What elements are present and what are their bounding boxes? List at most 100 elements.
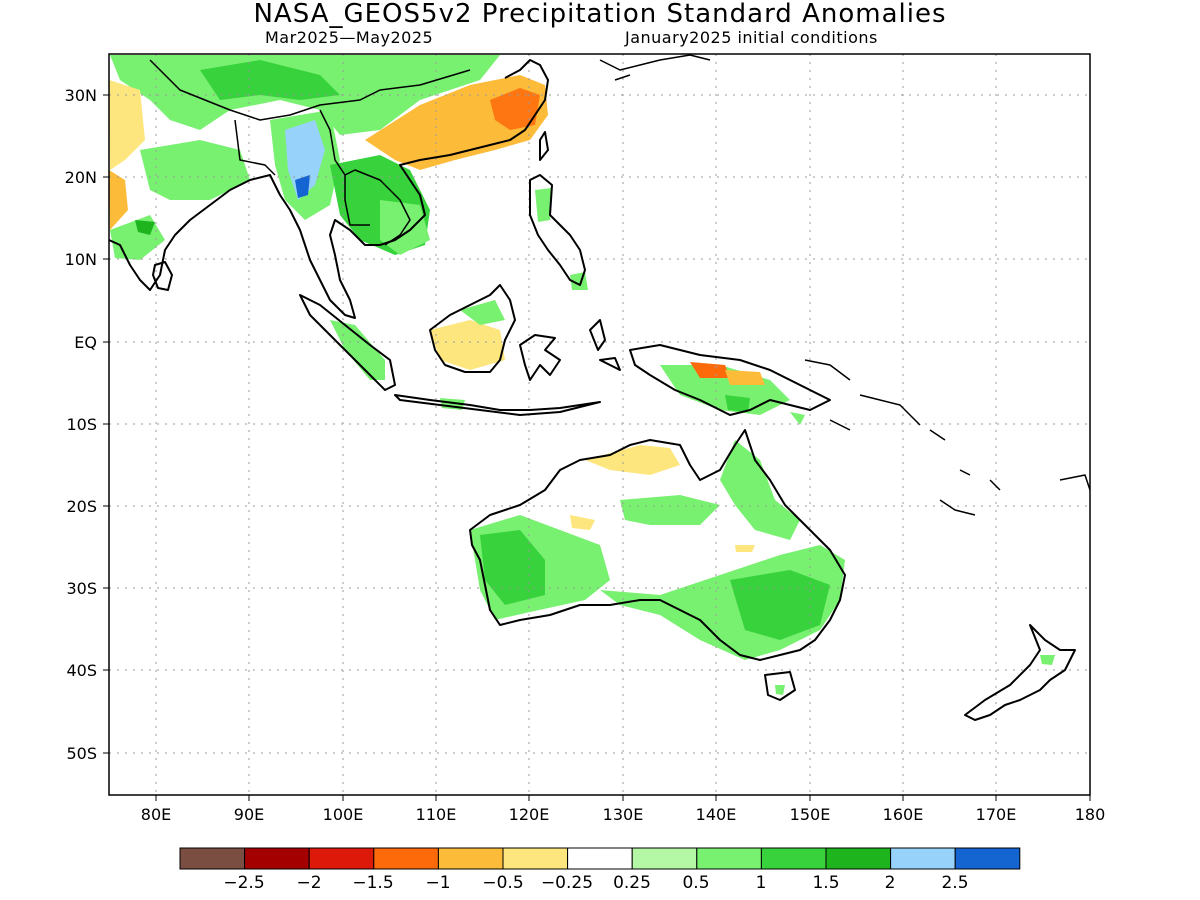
- anomaly-dry-new-guinea: [690, 362, 730, 378]
- anomaly-field: [109, 55, 1055, 695]
- colorbar-swatch: [244, 847, 310, 870]
- colorbar-swatch: [308, 847, 375, 870]
- border-2: [234, 119, 276, 176]
- x-tick-label: 110E: [416, 805, 457, 824]
- colorbar-label: 0.5: [682, 873, 709, 893]
- anomaly-wet-borneo: [460, 300, 505, 325]
- y-tick-label: 40S: [66, 661, 97, 680]
- coast-sri-lanka: [152, 261, 173, 291]
- x-tick-label: 90E: [234, 805, 264, 824]
- x-tick-label: 170E: [976, 805, 1017, 824]
- border-4: [344, 175, 370, 226]
- colorbar-swatch: [954, 847, 1021, 870]
- coast-java: [394, 394, 601, 416]
- colorbar-swatch: [760, 847, 827, 870]
- coast-philippines: [529, 174, 586, 286]
- border-1: [149, 59, 471, 121]
- x-tick-label: 80E: [141, 805, 171, 824]
- x-axis-labels: 80E 90E 100E 110E 120E 130E 140E 150E 16…: [141, 805, 1106, 824]
- coast-taiwan: [539, 131, 549, 161]
- y-axis-labels: 30N 20N 10N EQ 10S 20S 30S 40S 50S: [65, 86, 97, 763]
- border-3: [319, 109, 411, 246]
- anomaly-dry-india-west: [109, 170, 128, 230]
- anomaly-wet-sumatra: [330, 320, 385, 380]
- anomaly-wet-tasmania: [775, 685, 785, 695]
- coast-bismarck: [804, 359, 921, 431]
- anomaly-dry-north-australia: [585, 445, 680, 475]
- y-tick-label: 30S: [66, 579, 97, 598]
- coast-pacific-islands: [929, 429, 1090, 516]
- colorbar-label: −1: [425, 873, 450, 893]
- colorbar-swatch: [373, 847, 439, 870]
- colorbar-swatch: [567, 847, 633, 870]
- coast-sumatra: [299, 294, 396, 391]
- coast-japan: [599, 54, 711, 81]
- x-tick-label: 120E: [509, 805, 550, 824]
- colorbar-swatch: [825, 847, 892, 870]
- x-tick-label: 130E: [603, 805, 644, 824]
- anomaly-dry-east-china-strong: [490, 88, 540, 130]
- y-tick-label: 20N: [65, 168, 97, 187]
- y-tick-label: 10S: [66, 415, 97, 434]
- anomaly-wet-northeast-australia: [720, 440, 800, 540]
- colorbar-label: 0.25: [613, 873, 651, 893]
- anomaly-wet-himalaya-strong: [200, 60, 340, 100]
- colorbar: [179, 847, 1021, 870]
- coast-moluccas: [589, 319, 621, 371]
- anomaly-wet-west-australia-strong: [480, 530, 545, 605]
- y-tick-label: 20S: [66, 497, 97, 516]
- colorbar-label: −1.5: [352, 873, 393, 893]
- colorbar-label: −0.5: [482, 873, 523, 893]
- x-tick-label: 100E: [323, 805, 364, 824]
- anomaly-dry-new-guinea-east: [725, 370, 765, 385]
- colorbar-swatch: [502, 847, 569, 870]
- graticule: [109, 54, 1090, 795]
- x-tick-label: 160E: [883, 805, 924, 824]
- coast-tasmania: [764, 671, 796, 701]
- coast-borneo: [429, 284, 516, 373]
- x-tick-label: 150E: [790, 805, 831, 824]
- anomaly-dry-borneo: [430, 320, 505, 370]
- anomaly-wet-central-australia: [620, 495, 720, 525]
- initial-conditions: January2025 initial conditions: [625, 28, 878, 47]
- y-tick-label: 30N: [65, 86, 97, 105]
- tick-marks: [103, 94, 1091, 801]
- coast-sulawesi: [519, 334, 561, 381]
- coast-asia: [109, 59, 549, 319]
- coast-new-guinea: [629, 344, 831, 416]
- coast-australia: [469, 429, 846, 661]
- anomaly-wet-india: [140, 140, 250, 200]
- y-tick-label: 10N: [65, 250, 97, 269]
- anomaly-wet-new-zealand: [1040, 655, 1055, 665]
- anomaly-wet-india-strong: [135, 220, 155, 235]
- anomaly-wet-solomons: [790, 412, 805, 425]
- colorbar-swatch: [631, 847, 698, 870]
- colorbar-label: −0.25: [541, 873, 593, 893]
- forecast-period: Mar2025—May2025: [265, 28, 434, 47]
- colorbar-swatch: [696, 847, 762, 870]
- anomaly-wet-new-guinea-strong: [725, 395, 750, 412]
- map-title: NASA_GEOS5v2 Precipitation Standard Anom…: [253, 0, 947, 29]
- anomaly-extreme-wet-myanmar: [295, 175, 310, 198]
- x-tick-label: 180: [1075, 805, 1106, 824]
- coast-new-zealand: [964, 624, 1076, 721]
- colorbar-label: 2.5: [941, 873, 968, 893]
- x-tick-label: 140E: [696, 805, 737, 824]
- colorbar-label: −2.5: [223, 873, 264, 893]
- anomaly-dry-central-australia: [735, 545, 755, 552]
- anomaly-dry-india: [109, 80, 145, 170]
- colorbar-labels: −2.5 −2 −1.5 −1 −0.5 −0.25 0.25 0.5 1 1.…: [223, 873, 968, 893]
- y-tick-label: EQ: [74, 333, 97, 352]
- y-tick-label: 50S: [66, 744, 97, 763]
- colorbar-swatch: [437, 847, 504, 870]
- anomaly-dry-central-australia-west: [570, 515, 595, 530]
- colorbar-label: 1.5: [812, 873, 839, 893]
- coastlines: [109, 54, 1090, 721]
- colorbar-label: 2: [885, 873, 896, 893]
- colorbar-label: −2: [296, 873, 321, 893]
- colorbar-swatch: [890, 847, 956, 870]
- colorbar-swatch: [179, 847, 246, 870]
- colorbar-label: 1: [756, 873, 767, 893]
- anomaly-wet-philippines: [535, 188, 552, 222]
